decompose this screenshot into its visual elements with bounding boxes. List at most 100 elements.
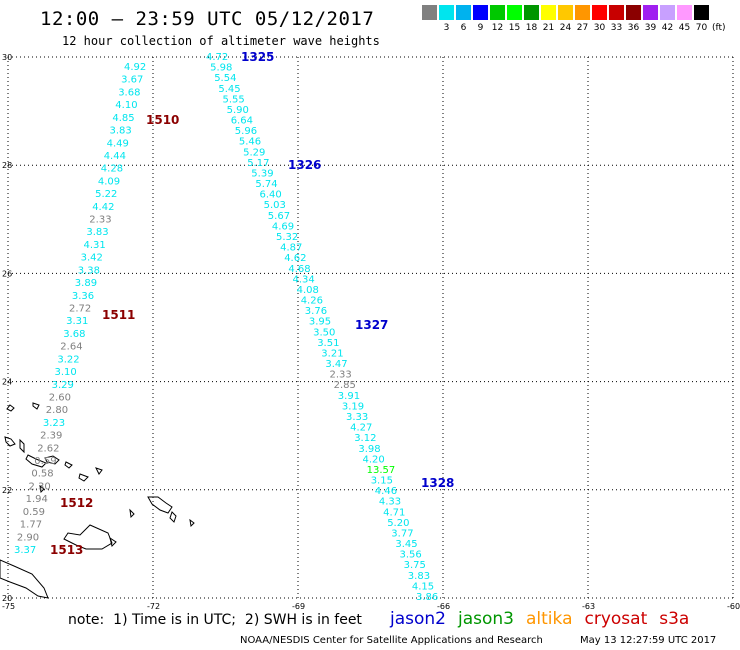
- legend-swatch: [540, 5, 557, 20]
- wave-height-value: 3.36: [72, 291, 94, 302]
- wave-height-value: 4.15: [412, 581, 434, 592]
- wave-height-value: 2.33: [89, 215, 111, 226]
- pass-number-label: 1326: [288, 158, 321, 172]
- wave-height-value: 3.19: [342, 401, 364, 412]
- island-outline: [0, 559, 49, 599]
- legend-label: 3: [443, 23, 450, 33]
- wave-height-value: 5.32: [276, 232, 298, 243]
- legend-label: 30: [593, 23, 606, 33]
- wave-height-value: 3.83: [110, 126, 132, 137]
- wave-height-value: 2.30: [29, 481, 51, 492]
- wave-height-value: 4.62: [284, 253, 306, 264]
- legend-label: 18: [525, 23, 538, 33]
- wave-height-value: 5.90: [227, 105, 249, 116]
- legend-swatch: [625, 5, 642, 20]
- page-title: 12:00 – 23:59 UTC 05/12/2017: [40, 8, 375, 30]
- legend-cell: 39: [642, 5, 659, 33]
- wave-height-value: 3.98: [358, 444, 380, 455]
- island-outline: [32, 402, 40, 410]
- legend-swatch: [506, 5, 523, 20]
- wave-height-value: 3.23: [43, 418, 65, 429]
- legend-swatch: [489, 5, 506, 20]
- legend-label: 9: [477, 23, 484, 33]
- island-outline: [147, 496, 173, 514]
- wave-height-value: 4.34: [293, 274, 315, 285]
- legend-label: 27: [576, 23, 589, 33]
- wave-height-value: 2.33: [330, 370, 352, 381]
- wave-height-value: 2.64: [60, 342, 82, 353]
- wave-height-value: 4.71: [383, 507, 405, 518]
- wave-height-value: 0.59: [34, 456, 56, 467]
- legend-unit: (ft): [712, 23, 726, 33]
- wave-height-value: 3.83: [408, 571, 430, 582]
- wave-height-value: 4.69: [272, 221, 294, 232]
- legend-label: 24: [559, 23, 572, 33]
- legend-swatch: [523, 5, 540, 20]
- wave-height-value: 5.74: [255, 179, 277, 190]
- map-grid: [7, 56, 734, 599]
- wave-height-value: 4.72: [206, 52, 228, 63]
- legend-swatch: [608, 5, 625, 20]
- legend-cell: 42: [659, 5, 676, 33]
- lon-tick-label: -69: [292, 602, 305, 611]
- timestamp-text: May 13 12:27:59 UTC 2017: [580, 635, 717, 646]
- legend-swatch: [438, 5, 455, 20]
- lon-tick-label: -63: [582, 602, 595, 611]
- pass-number-label: 1327: [355, 318, 388, 332]
- wave-height-value: 3.12: [354, 433, 376, 444]
- lat-tick-label: 22: [2, 486, 12, 495]
- lon-tick-label: -75: [2, 602, 15, 611]
- legend-cell: 18: [523, 5, 540, 33]
- credit-text: NOAA/NESDIS Center for Satellite Applica…: [240, 635, 543, 646]
- legend-swatch: [642, 5, 659, 20]
- lat-tick-label: 20: [2, 594, 12, 603]
- wave-height-value: 2.90: [17, 532, 39, 543]
- pass-number-label: 1512: [60, 496, 93, 510]
- legend-label: 6: [460, 23, 467, 33]
- legend-swatch: [693, 5, 710, 20]
- wave-height-value: 2.62: [37, 443, 59, 454]
- wave-height-value: 3.91: [338, 391, 360, 402]
- wave-height-value: 5.17: [247, 158, 269, 169]
- wave-height-value: 3.89: [75, 278, 97, 289]
- legend-label: 12: [491, 23, 504, 33]
- wave-height-value: 2.60: [49, 393, 71, 404]
- wave-height-value: 3.67: [121, 75, 143, 86]
- coastline: [0, 402, 195, 599]
- page-subtitle: 12 hour collection of altimeter wave hei…: [62, 34, 380, 48]
- satellite-legend: jason2 jason3 altika cryosat s3a: [390, 609, 689, 629]
- legend-swatch: [676, 5, 693, 20]
- wave-height-value: 3.29: [52, 380, 74, 391]
- color-scale-legend: 3 6 9 12 15 18 21 24 27 30 33 36 39 42 45 70: [421, 5, 710, 33]
- wave-height-value: 3.77: [391, 529, 413, 540]
- legend-label: 15: [508, 23, 521, 33]
- satellite-name: altika: [526, 609, 573, 629]
- wave-height-value: 4.28: [101, 164, 123, 175]
- wave-height-value: 3.21: [321, 349, 343, 360]
- legend-label: 33: [610, 23, 623, 33]
- wave-height-value: 4.10: [115, 100, 137, 111]
- wave-height-value: 5.55: [223, 94, 245, 105]
- wave-height-value: 2.72: [69, 304, 91, 315]
- island-outline: [109, 536, 117, 547]
- wave-height-value: 4.42: [92, 202, 114, 213]
- legend-label: 21: [542, 23, 555, 33]
- wave-height-value: 5.03: [264, 200, 286, 211]
- pass-number-label: 1510: [146, 113, 179, 127]
- wave-height-value: 4.08: [297, 285, 319, 296]
- wave-height-value: 5.39: [251, 169, 273, 180]
- legend-cell: 36: [625, 5, 642, 33]
- legend-swatch: [421, 5, 438, 20]
- wave-height-value: 5.22: [95, 189, 117, 200]
- legend-cell: 24: [557, 5, 574, 33]
- legend-cell: 6: [455, 5, 472, 33]
- island-outline: [6, 404, 15, 412]
- wave-height-value: 4.46: [375, 486, 397, 497]
- wave-height-value: 3.33: [346, 412, 368, 423]
- wave-height-value: 2.80: [46, 405, 68, 416]
- wave-height-value: 5.67: [268, 211, 290, 222]
- legend-label: 39: [644, 23, 657, 33]
- island-outline: [39, 484, 45, 494]
- legend-label: 45: [678, 23, 691, 33]
